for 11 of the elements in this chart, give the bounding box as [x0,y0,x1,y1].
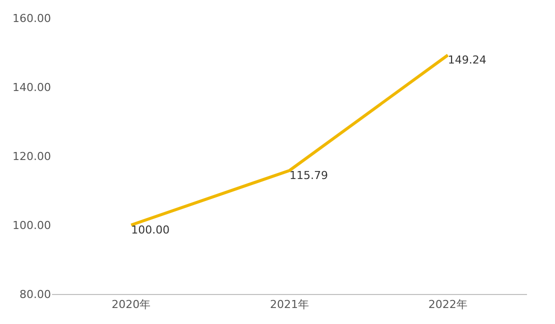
y-tick-label: 100.00 [12,218,51,232]
y-tick-label: 160.00 [12,12,51,25]
y-tick-label: 140.00 [12,80,51,94]
data-label: 115.79 [290,168,328,182]
x-tick-label: 2022年 [428,298,468,312]
x-tick-label: 2021年 [270,298,309,312]
data-label: 149.24 [448,53,486,66]
data-label: 100.00 [131,223,170,236]
y-tick-label: 80.00 [20,288,51,301]
y-tick-label: 120.00 [12,150,51,163]
x-tick-label: 2020年 [112,298,151,312]
